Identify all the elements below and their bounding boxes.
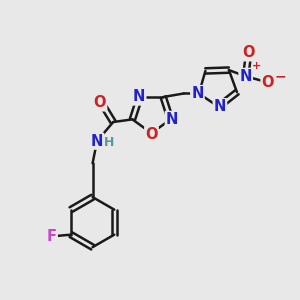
Text: N: N bbox=[191, 86, 204, 101]
Text: −: − bbox=[274, 70, 286, 84]
Text: N: N bbox=[166, 112, 178, 127]
Text: O: O bbox=[145, 127, 158, 142]
Text: O: O bbox=[94, 95, 106, 110]
Text: O: O bbox=[262, 75, 274, 90]
Text: N: N bbox=[91, 134, 103, 149]
Text: N: N bbox=[239, 69, 252, 84]
Text: O: O bbox=[242, 45, 255, 60]
Text: N: N bbox=[133, 89, 145, 104]
Text: N: N bbox=[214, 99, 226, 114]
Text: H: H bbox=[104, 136, 115, 149]
Text: F: F bbox=[47, 229, 57, 244]
Text: +: + bbox=[252, 61, 261, 71]
